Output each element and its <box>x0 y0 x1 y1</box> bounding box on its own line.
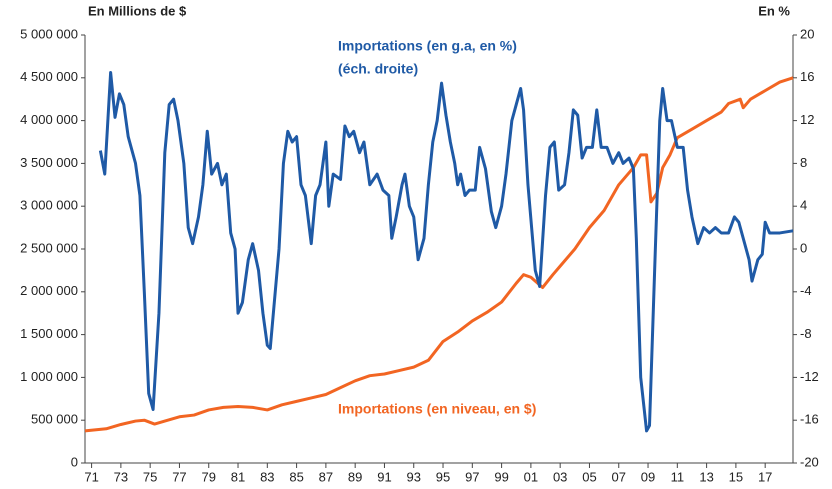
y2-tick-label: 12 <box>800 112 814 127</box>
x-tick-label: 99 <box>494 469 508 484</box>
x-tick-label: 07 <box>612 469 626 484</box>
x-tick-label: 13 <box>699 469 713 484</box>
y-tick-label: 5 000 000 <box>20 26 78 41</box>
x-tick-label: 91 <box>377 469 391 484</box>
series-line <box>98 70 794 433</box>
x-tick-label: 01 <box>524 469 538 484</box>
y2-axis-label: En % <box>758 3 790 18</box>
x-tick-label: 11 <box>671 469 685 484</box>
x-tick-label: 83 <box>260 469 274 484</box>
series-label: Importations (en niveau, en $) <box>338 401 536 417</box>
x-tick-label: 87 <box>319 469 333 484</box>
x-tick-label: 81 <box>231 469 245 484</box>
x-tick-label: 95 <box>436 469 450 484</box>
y2-tick-label: 4 <box>800 198 807 213</box>
y2-tick-label: -20 <box>800 454 819 469</box>
y2-tick-label: 8 <box>800 155 807 170</box>
x-tick-label: 71 <box>84 469 98 484</box>
y2-tick-label: 16 <box>800 69 814 84</box>
y2-tick-label: 0 <box>800 240 807 255</box>
y2-tick-label: -8 <box>800 326 812 341</box>
x-tick-label: 93 <box>407 469 421 484</box>
x-tick-label: 73 <box>114 469 128 484</box>
y-tick-label: 3 500 000 <box>20 155 78 170</box>
series-label: Importations (en g.a, en %) <box>338 38 517 54</box>
series-note: (éch. droite) <box>338 61 418 77</box>
x-tick-label: 79 <box>202 469 216 484</box>
y-tick-label: 2 000 000 <box>20 283 78 298</box>
y-tick-label: 3 000 000 <box>20 198 78 213</box>
y-tick-label: 1 500 000 <box>20 326 78 341</box>
x-tick-label: 77 <box>172 469 186 484</box>
series-line <box>84 76 794 433</box>
x-tick-label: 89 <box>348 469 362 484</box>
y-tick-label: 500 000 <box>31 412 78 427</box>
y2-tick-label: -16 <box>800 412 819 427</box>
y-axis-label: En Millions de $ <box>88 3 187 18</box>
y-tick-label: 1 000 000 <box>20 369 78 384</box>
y-tick-label: 4 000 000 <box>20 112 78 127</box>
y2-tick-label: -4 <box>800 283 812 298</box>
x-tick-label: 97 <box>465 469 479 484</box>
y-tick-label: 4 500 000 <box>20 69 78 84</box>
x-tick-label: 85 <box>289 469 303 484</box>
x-tick-label: 15 <box>729 469 743 484</box>
x-tick-label: 09 <box>641 469 655 484</box>
x-tick-label: 05 <box>582 469 596 484</box>
y-tick-label: 2 500 000 <box>20 240 78 255</box>
x-tick-label: 03 <box>553 469 567 484</box>
x-tick-label: 75 <box>143 469 157 484</box>
y2-tick-label: 20 <box>800 26 814 41</box>
x-tick-label: 17 <box>758 469 772 484</box>
y-tick-label: 0 <box>71 454 78 469</box>
y2-tick-label: -12 <box>800 369 819 384</box>
